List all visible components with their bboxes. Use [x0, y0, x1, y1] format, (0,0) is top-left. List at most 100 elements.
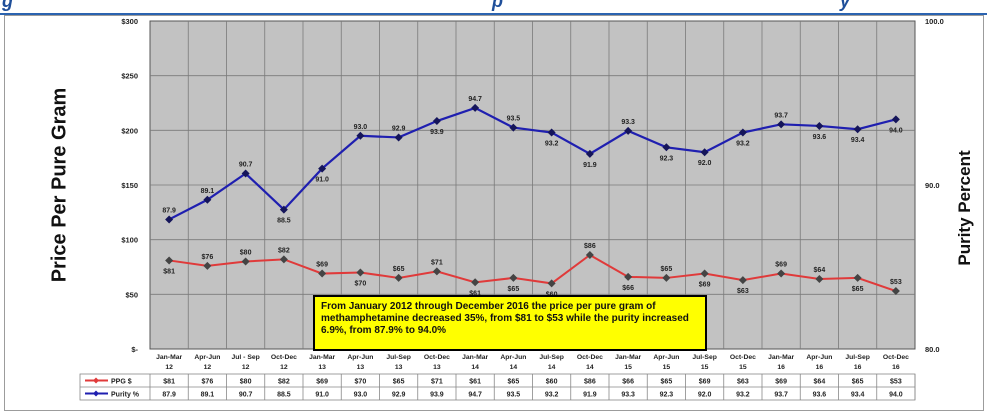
x-tick-label: Jul-Sep — [845, 354, 870, 361]
table-cell: $82 — [278, 379, 290, 386]
table-cell: $69 — [316, 379, 328, 386]
title-fragment: g — [2, 0, 13, 11]
legend-marker — [93, 390, 99, 397]
x-tick-label: Oct-Dec — [271, 354, 297, 361]
data-point-marker — [738, 276, 747, 285]
x-tick-label-year: 12 — [204, 364, 212, 371]
data-point-marker — [356, 131, 365, 140]
x-tick-label-year: 14 — [471, 364, 479, 371]
annotation-box: From January 2012 through December 2016 … — [313, 295, 707, 351]
data-point-marker — [777, 269, 786, 278]
x-tick-label-year: 12 — [280, 364, 288, 371]
table-cell: $86 — [584, 379, 596, 386]
data-label: 91.0 — [315, 177, 329, 184]
x-tick-label: Jan-Mar — [462, 354, 488, 361]
data-point-marker — [471, 103, 480, 112]
table-cell: $53 — [890, 379, 902, 386]
data-point-marker — [700, 148, 709, 157]
data-label: 92.3 — [660, 155, 674, 162]
x-tick-label-year: 15 — [663, 364, 671, 371]
data-label: $65 — [661, 266, 673, 273]
table-cell: $65 — [661, 379, 673, 386]
data-point-marker — [624, 126, 633, 135]
series-line-purity — [168, 106, 897, 221]
table-cell: 88.5 — [277, 392, 291, 399]
data-point-marker — [815, 121, 824, 130]
data-point-marker — [394, 273, 403, 282]
table-cell: 93.5 — [507, 392, 521, 399]
data-label: 93.7 — [774, 112, 788, 119]
data-label: 92.0 — [698, 160, 712, 167]
data-point-marker — [662, 273, 671, 282]
data-label: $69 — [699, 282, 711, 289]
y-tick-label-left: $150 — [121, 181, 138, 190]
data-label: $81 — [163, 268, 175, 275]
x-tick-label-year: 13 — [357, 364, 365, 371]
x-tick-label-year: 13 — [318, 364, 326, 371]
x-tick-label: Jul-Sep — [539, 354, 564, 361]
data-label: 93.2 — [736, 141, 750, 148]
data-point-marker — [891, 287, 900, 296]
data-point-marker — [165, 256, 174, 265]
data-label: 93.2 — [545, 141, 559, 148]
data-point-marker — [356, 268, 365, 277]
data-label: $63 — [737, 288, 749, 295]
y-tick-label-left: $- — [131, 345, 138, 354]
data-label: $82 — [278, 247, 290, 254]
data-label: 94.0 — [889, 127, 903, 134]
x-tick-label-year: 13 — [433, 364, 441, 371]
data-label: $66 — [622, 285, 634, 292]
table-cell: 93.0 — [354, 392, 368, 399]
x-tick-label-year: 12 — [165, 364, 173, 371]
data-label: $53 — [890, 279, 902, 286]
x-tick-label-year: 16 — [816, 364, 824, 371]
x-tick-label-year: 15 — [739, 364, 747, 371]
x-tick-label: Jan-Mar — [156, 354, 182, 361]
x-tick-label: Jul-Sep — [692, 354, 717, 361]
data-label: 93.4 — [851, 137, 865, 144]
data-point-marker — [241, 257, 250, 266]
y-tick-label-left: $200 — [121, 126, 138, 135]
x-tick-label: Jul-Sep — [386, 354, 411, 361]
table-cell: 93.9 — [430, 392, 444, 399]
data-label: $69 — [316, 262, 328, 269]
data-label: $71 — [431, 259, 443, 266]
data-point-marker — [891, 115, 900, 124]
table-cell: 93.7 — [774, 392, 788, 399]
x-tick-label: Apr-Jun — [347, 354, 373, 361]
y-tick-label-left: $300 — [121, 17, 138, 26]
table-cell: $65 — [852, 379, 864, 386]
data-point-marker — [853, 273, 862, 282]
data-label: $65 — [508, 286, 520, 293]
data-label: $69 — [775, 262, 787, 269]
table-cell: 93.6 — [813, 392, 827, 399]
table-cell: 94.7 — [468, 392, 482, 399]
x-tick-label-year: 12 — [242, 364, 250, 371]
data-point-marker — [547, 279, 556, 288]
data-label: 93.3 — [621, 119, 635, 126]
table-cell: $65 — [393, 379, 405, 386]
data-point-marker — [165, 215, 174, 224]
x-tick-label: Jan-Mar — [615, 354, 641, 361]
data-point-marker — [738, 128, 747, 137]
table-cell: $63 — [737, 379, 749, 386]
title-fragment: p — [492, 0, 503, 11]
data-label: 94.7 — [468, 96, 482, 103]
data-point-marker — [585, 149, 594, 158]
data-point-marker — [624, 272, 633, 281]
data-point-marker — [585, 250, 594, 259]
x-tick-label: Oct-Dec — [577, 354, 603, 361]
table-cell: $70 — [355, 379, 367, 386]
data-label: $65 — [393, 266, 405, 273]
x-tick-label: Apr-Jun — [806, 354, 832, 361]
x-tick-label-year: 16 — [854, 364, 862, 371]
data-point-marker — [279, 205, 288, 214]
data-label: $65 — [852, 286, 864, 293]
data-point-marker — [203, 195, 212, 204]
x-tick-label-year: 14 — [510, 364, 518, 371]
data-point-marker — [318, 164, 327, 173]
data-label: $76 — [202, 254, 214, 261]
data-label: $61 — [469, 290, 481, 297]
data-point-marker — [815, 275, 824, 284]
